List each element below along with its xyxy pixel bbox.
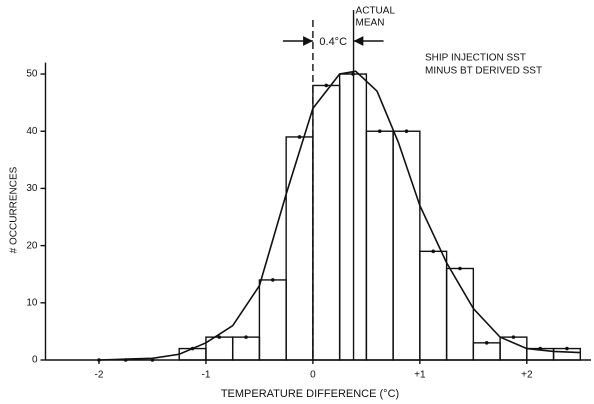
bin-dot [458,266,462,271]
y-tick-label: 10 [26,297,38,308]
y-tick-label: 20 [26,240,38,251]
x-axis-label: TEMPERATURE DIFFERENCE (°C) [221,388,399,400]
bin-dot [404,129,409,134]
y-tick-label: 0 [32,355,38,366]
x-tick-label: 0 [310,370,316,381]
bin-dot [565,346,569,351]
x-tick-label: +2 [521,370,533,381]
note: SHIP INJECTION SST [425,53,526,64]
mean-label: ACTUAL [356,6,396,17]
y-axis-label: # OCCURRENCES [9,166,20,253]
bar [285,136,314,361]
mean-label: MEAN [356,18,385,29]
bin-dot [217,335,222,339]
bar [365,130,394,361]
bin-dot [484,341,489,345]
bar [419,250,448,361]
y-tick-label: 50 [26,69,38,80]
x-tick-label: +1 [414,370,426,381]
bin-dot [431,249,436,254]
bar [231,336,261,361]
bar [312,84,341,361]
note: MINUS BT DERIVED SST [425,66,542,77]
offset-label: 0.4°C [319,36,347,48]
bin-dot [324,83,329,88]
bin-dot [270,278,275,282]
bin-dot [297,135,302,139]
bin-dot [244,335,248,339]
x-tick-label: -1 [201,370,210,381]
fit-curve [98,70,581,361]
bin-dot [511,335,516,339]
x-tick-label: -2 [95,370,104,381]
bin-dot [377,129,382,134]
bar [258,279,287,361]
bar [472,342,501,361]
y-tick-label: 40 [26,126,38,137]
y-tick-label: 30 [26,183,38,194]
bar [499,336,528,361]
bar [445,267,475,361]
